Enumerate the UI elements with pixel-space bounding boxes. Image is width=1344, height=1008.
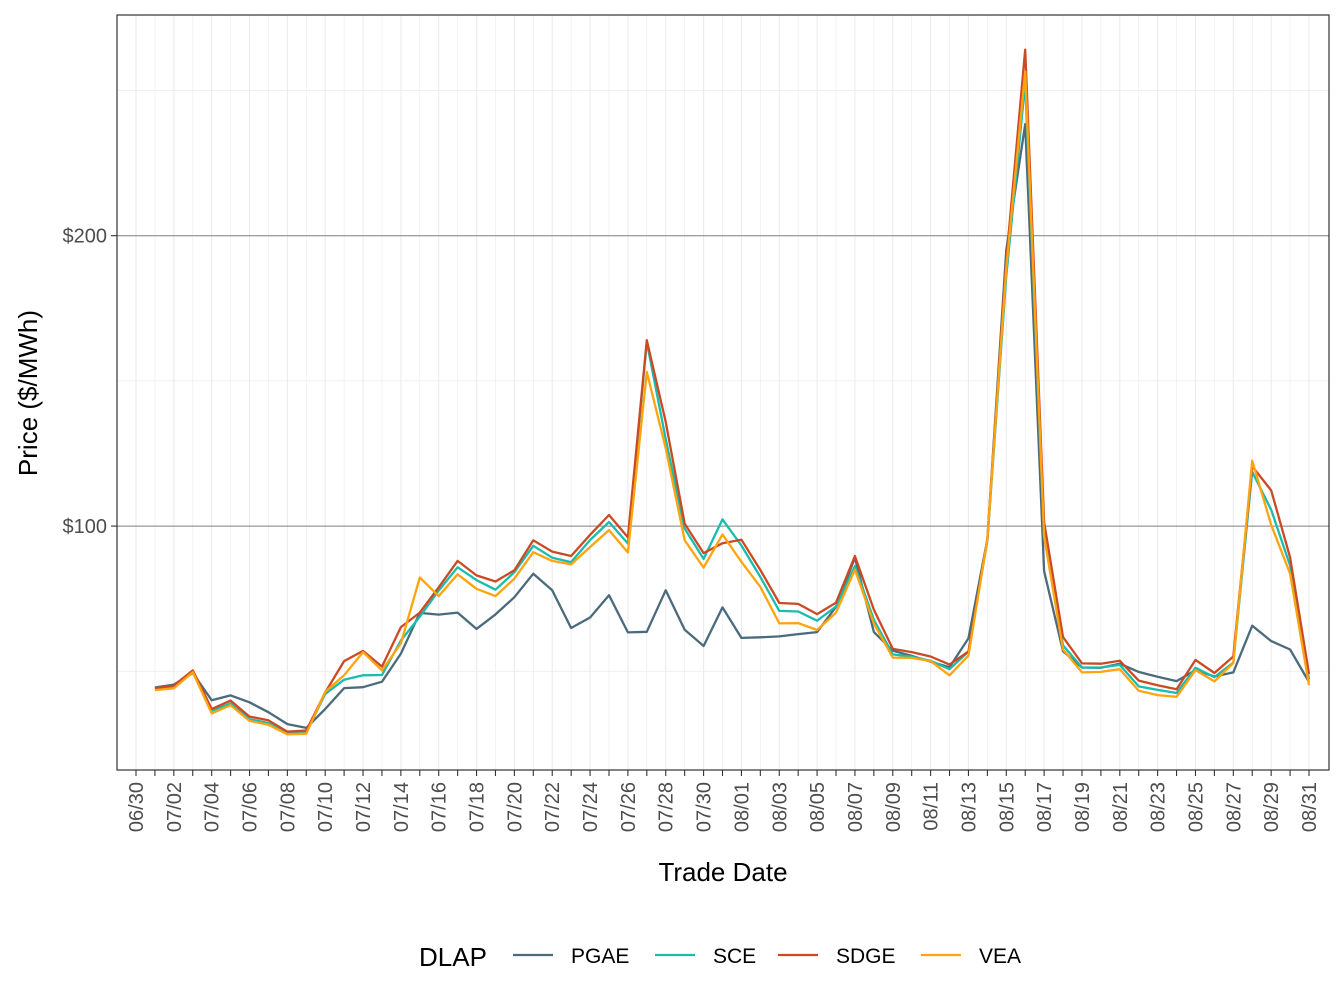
series-line-vea xyxy=(154,70,1311,736)
x-tick-label: 08/09 xyxy=(883,782,905,832)
legend-label: SCE xyxy=(713,945,756,968)
x-tick-label: 07/12 xyxy=(353,782,375,832)
x-tick-label: 08/15 xyxy=(996,782,1018,832)
x-tick-label: 07/02 xyxy=(164,782,186,832)
x-tick-label: 07/28 xyxy=(656,782,678,832)
x-tick-label: 08/29 xyxy=(1261,782,1283,832)
x-tick-label: 08/01 xyxy=(731,782,753,832)
x-tick-label: 08/13 xyxy=(958,782,980,832)
legend-item-sce: SCE xyxy=(655,945,756,968)
x-tick-label: 07/18 xyxy=(467,782,489,832)
series-line-sce xyxy=(154,82,1311,735)
x-tick-label: 06/30 xyxy=(126,782,148,832)
y-tick-label: $200 xyxy=(63,226,108,248)
axis-layer: $100 $200 06/30 07/02 07/04 07/06 07/08 07/10 07… xyxy=(63,226,1322,832)
x-tick-label: 07/22 xyxy=(542,782,564,832)
x-tick-label: 07/14 xyxy=(391,782,413,832)
x-tick-label: 07/30 xyxy=(694,782,716,832)
legend-item-vea: VEA xyxy=(921,945,1021,968)
x-tick-label: 07/04 xyxy=(202,782,224,832)
y-axis-title: Price ($/MWh) xyxy=(13,310,43,476)
legend-label: SDGE xyxy=(836,945,896,968)
y-tick-label: $100 xyxy=(63,516,108,538)
x-tick-label: 08/19 xyxy=(1072,782,1094,832)
series-line-sdge xyxy=(154,48,1311,733)
x-tick-label: 07/26 xyxy=(618,782,640,832)
x-tick-label: 08/05 xyxy=(807,782,829,832)
x-tick-label: 07/10 xyxy=(315,782,337,832)
series-layer xyxy=(154,48,1311,736)
x-tick-label: 08/11 xyxy=(921,782,943,831)
x-tick-label: 08/23 xyxy=(1148,782,1170,832)
legend: DLAP PGAE SCE SDGE VEA xyxy=(419,942,1021,972)
legend-label: VEA xyxy=(979,945,1021,968)
legend-item-sdge: SDGE xyxy=(778,945,896,968)
x-tick-label: 07/20 xyxy=(504,782,526,832)
x-tick-label: 08/03 xyxy=(769,782,791,832)
x-tick-label: 07/08 xyxy=(277,782,299,832)
x-tick-label: 08/07 xyxy=(845,782,867,832)
x-tick-label: 08/21 xyxy=(1110,782,1132,832)
plot-panel xyxy=(117,15,1329,770)
x-tick-label: 08/27 xyxy=(1223,782,1245,832)
x-tick-label: 08/25 xyxy=(1185,782,1207,832)
x-tick-label: 08/31 xyxy=(1299,782,1321,832)
x-axis-title: Trade Date xyxy=(658,857,787,887)
x-tick-label: 07/24 xyxy=(580,782,602,832)
grid-layer xyxy=(117,15,1329,770)
x-tick-label: 07/16 xyxy=(429,782,451,832)
x-tick-label: 08/17 xyxy=(1034,782,1056,832)
legend-item-pgae: PGAE xyxy=(513,945,629,968)
legend-title: DLAP xyxy=(419,942,487,972)
legend-label: PGAE xyxy=(571,945,629,968)
x-tick-label: 07/06 xyxy=(240,782,262,832)
